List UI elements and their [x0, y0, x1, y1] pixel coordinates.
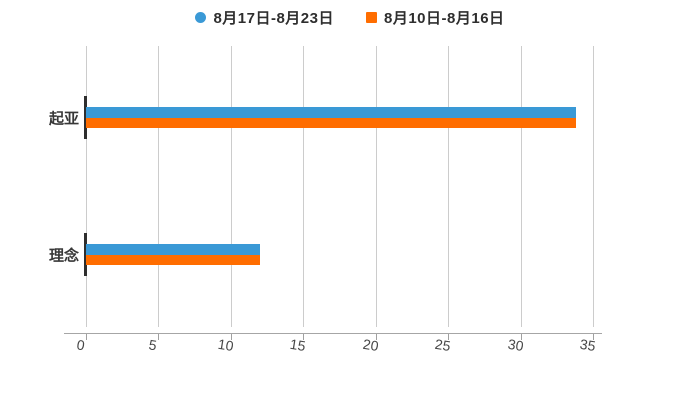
gridline [593, 46, 594, 327]
x-axis-tick-label: 30 [506, 335, 525, 355]
x-axis-tick [230, 334, 232, 340]
x-axis-tick-label: 0 [75, 336, 86, 354]
x-axis-tick-label: 5 [148, 336, 159, 354]
x-axis-tick-label: 25 [433, 335, 452, 355]
gridline [86, 46, 87, 327]
legend-item-series-2[interactable]: 8月10日-8月16日 [366, 7, 505, 28]
legend-label: 8月10日-8月16日 [384, 10, 505, 27]
bar-起亚-series-1[interactable] [86, 107, 576, 118]
x-axis-tick-label: 15 [289, 335, 307, 355]
legend-square-marker-icon [366, 12, 377, 23]
gridline [520, 46, 522, 327]
gridline [230, 46, 232, 327]
x-axis-line [64, 333, 602, 334]
gridline [303, 46, 305, 327]
legend-label: 8月17日-8月23日 [213, 10, 334, 27]
x-axis-tick [448, 334, 450, 340]
gridline [448, 46, 450, 327]
x-axis-tick-label: 35 [578, 335, 597, 355]
x-axis-tick-label: 10 [216, 335, 235, 355]
bar-起亚-series-2[interactable] [86, 117, 576, 128]
legend-item-series-1[interactable]: 8月17日-8月23日 [195, 7, 334, 28]
legend: 8月17日-8月23日 8月10日-8月16日 [0, 7, 700, 28]
x-axis-tick [86, 334, 87, 340]
x-axis-tick [593, 334, 594, 340]
x-axis-tick-label: 20 [361, 335, 380, 355]
category-axis-tick [84, 233, 87, 276]
gridline [375, 46, 377, 327]
bar-理念-series-1[interactable] [86, 244, 260, 255]
category-label: 起亚 [48, 110, 79, 127]
x-axis-tick [158, 334, 160, 340]
x-axis-tick [520, 334, 522, 340]
legend-circle-marker-icon [195, 12, 207, 23]
x-axis-tick [375, 334, 377, 340]
x-axis-tick [303, 334, 305, 340]
category-axis-tick [84, 96, 87, 139]
category-label: 理念 [48, 247, 79, 264]
bar-理念-series-2[interactable] [86, 254, 260, 265]
gridline [158, 46, 160, 327]
